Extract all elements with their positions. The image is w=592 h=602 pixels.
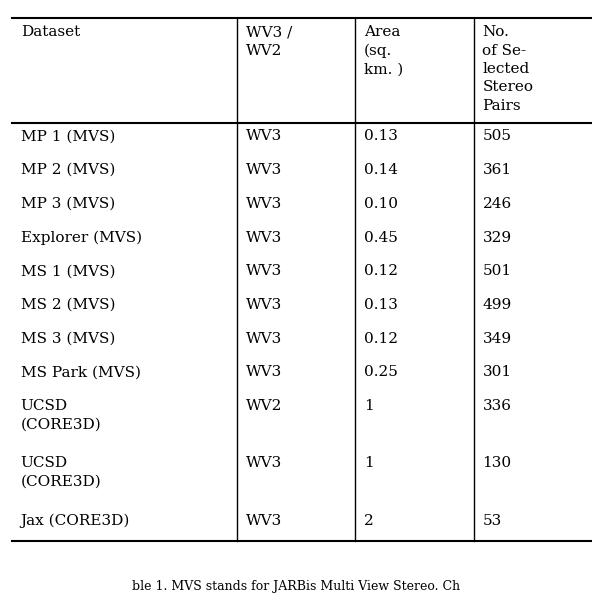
Text: 0.14: 0.14 bbox=[364, 163, 398, 177]
Text: MS 2 (MVS): MS 2 (MVS) bbox=[21, 298, 115, 312]
Text: No.
of Se-
lected
Stereo
Pairs: No. of Se- lected Stereo Pairs bbox=[482, 25, 533, 113]
Text: WV3: WV3 bbox=[246, 332, 282, 346]
Text: 0.13: 0.13 bbox=[364, 298, 398, 312]
Text: Area
(sq.
km. ): Area (sq. km. ) bbox=[364, 25, 403, 76]
Text: 53: 53 bbox=[482, 514, 502, 527]
Text: MP 3 (MVS): MP 3 (MVS) bbox=[21, 197, 115, 211]
Text: 0.25: 0.25 bbox=[364, 365, 398, 379]
Text: MS 1 (MVS): MS 1 (MVS) bbox=[21, 264, 115, 278]
Text: 0.12: 0.12 bbox=[364, 332, 398, 346]
Text: 1: 1 bbox=[364, 456, 374, 470]
Text: 301: 301 bbox=[482, 365, 511, 379]
Text: Jax (CORE3D): Jax (CORE3D) bbox=[21, 514, 130, 528]
Text: 499: 499 bbox=[482, 298, 511, 312]
Text: ble 1. MVS stands for JARBis Multi View Stereo. Ch: ble 1. MVS stands for JARBis Multi View … bbox=[132, 580, 460, 593]
Text: UCSD
(CORE3D): UCSD (CORE3D) bbox=[21, 456, 101, 489]
Text: 1: 1 bbox=[364, 399, 374, 413]
Text: 349: 349 bbox=[482, 332, 511, 346]
Text: WV3: WV3 bbox=[246, 365, 282, 379]
Text: WV3: WV3 bbox=[246, 456, 282, 470]
Text: 246: 246 bbox=[482, 197, 511, 211]
Text: 505: 505 bbox=[482, 129, 511, 143]
Text: 0.13: 0.13 bbox=[364, 129, 398, 143]
Text: WV3: WV3 bbox=[246, 197, 282, 211]
Text: MP 2 (MVS): MP 2 (MVS) bbox=[21, 163, 115, 177]
Text: Explorer (MVS): Explorer (MVS) bbox=[21, 231, 142, 245]
Text: 336: 336 bbox=[482, 399, 511, 413]
Text: 0.12: 0.12 bbox=[364, 264, 398, 278]
Text: 501: 501 bbox=[482, 264, 511, 278]
Text: UCSD
(CORE3D): UCSD (CORE3D) bbox=[21, 399, 101, 432]
Text: MP 1 (MVS): MP 1 (MVS) bbox=[21, 129, 115, 143]
Text: WV3: WV3 bbox=[246, 264, 282, 278]
Text: WV3: WV3 bbox=[246, 298, 282, 312]
Text: WV3: WV3 bbox=[246, 231, 282, 244]
Text: Dataset: Dataset bbox=[21, 25, 80, 39]
Text: WV3: WV3 bbox=[246, 514, 282, 527]
Text: 361: 361 bbox=[482, 163, 511, 177]
Text: 130: 130 bbox=[482, 456, 511, 470]
Text: WV3: WV3 bbox=[246, 163, 282, 177]
Text: WV3: WV3 bbox=[246, 129, 282, 143]
Text: WV2: WV2 bbox=[246, 399, 282, 413]
Text: WV3 /
WV2: WV3 / WV2 bbox=[246, 25, 292, 58]
Text: MS 3 (MVS): MS 3 (MVS) bbox=[21, 332, 115, 346]
Text: 0.10: 0.10 bbox=[364, 197, 398, 211]
Text: 2: 2 bbox=[364, 514, 374, 527]
Text: 0.45: 0.45 bbox=[364, 231, 398, 244]
Text: 329: 329 bbox=[482, 231, 511, 244]
Text: MS Park (MVS): MS Park (MVS) bbox=[21, 365, 141, 379]
